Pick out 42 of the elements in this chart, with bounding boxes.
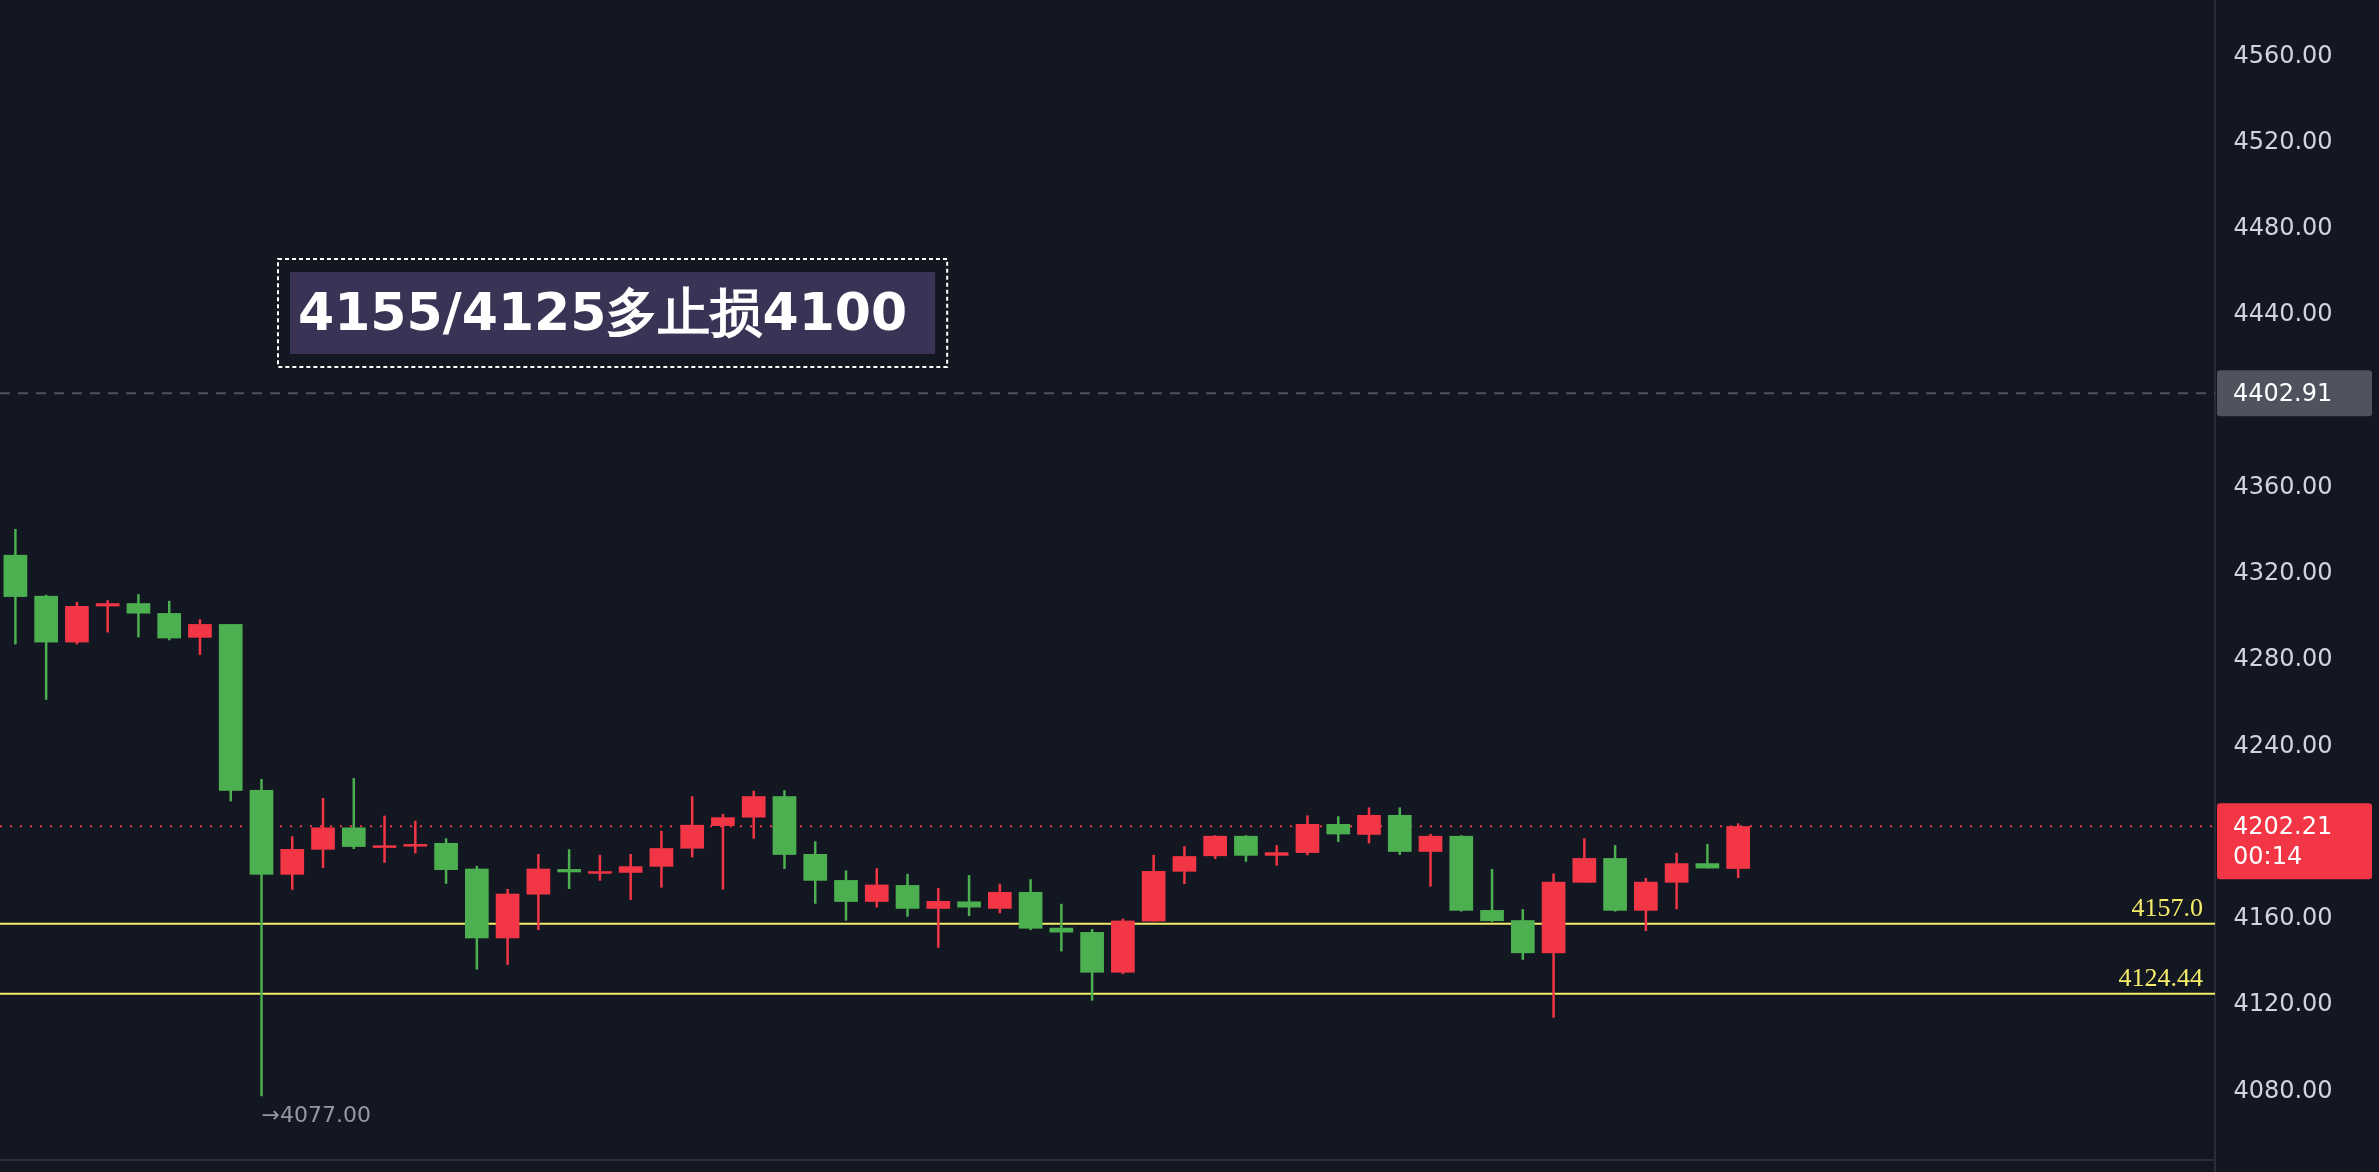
candlestick — [588, 853, 612, 882]
candlestick — [618, 852, 643, 902]
candlestick — [188, 618, 212, 657]
y-tick-label: 4440.00 — [2233, 299, 2333, 328]
y-tick-label: 4360.00 — [2233, 471, 2333, 500]
candlestick — [957, 873, 981, 918]
ref-line-label: 4124.44 — [2118, 962, 2203, 992]
y-tick-label: 4280.00 — [2233, 644, 2333, 673]
candlestick — [834, 869, 858, 922]
candlestick — [1326, 815, 1351, 844]
candlestick — [1418, 832, 1443, 888]
candlestick — [864, 866, 889, 909]
y-tick-label: 4080.00 — [2233, 1075, 2333, 1104]
annotation: 4155/4125多止损4100 — [298, 282, 908, 342]
candlestick — [1264, 843, 1289, 867]
candlestick — [1234, 833, 1258, 863]
ref-line-label: 4202.21 00:14 — [2233, 812, 2333, 871]
annotation: →4077.00 — [261, 1102, 371, 1128]
y-tick-label: 4480.00 — [2233, 213, 2333, 242]
candlestick — [557, 847, 581, 891]
ref-line-label: 4157.0 — [2131, 892, 2203, 922]
y-tick-label: 4120.00 — [2233, 989, 2333, 1018]
candlestick — [649, 829, 674, 889]
candlestick — [1480, 867, 1504, 924]
candlestick — [1664, 851, 1689, 911]
candlestick — [987, 882, 1012, 915]
y-tick-label: 4160.00 — [2233, 903, 2333, 932]
candlestick — [1695, 842, 1720, 870]
y-tick-label: 4240.00 — [2233, 730, 2333, 759]
candlestick — [926, 886, 951, 950]
candlestick — [95, 598, 120, 634]
ref-line-label: 4402.91 — [2233, 379, 2333, 408]
y-tick-label: 4320.00 — [2233, 558, 2333, 587]
y-tick-label: 4520.00 — [2233, 126, 2333, 155]
y-tick-label: 4560.00 — [2233, 40, 2333, 69]
candlestick — [1203, 833, 1228, 861]
candlestick — [895, 872, 920, 918]
candlestick — [403, 819, 428, 855]
candlestick — [341, 776, 366, 851]
candlestick — [1172, 844, 1197, 886]
candlestick — [680, 794, 705, 859]
candlestick — [126, 592, 151, 639]
